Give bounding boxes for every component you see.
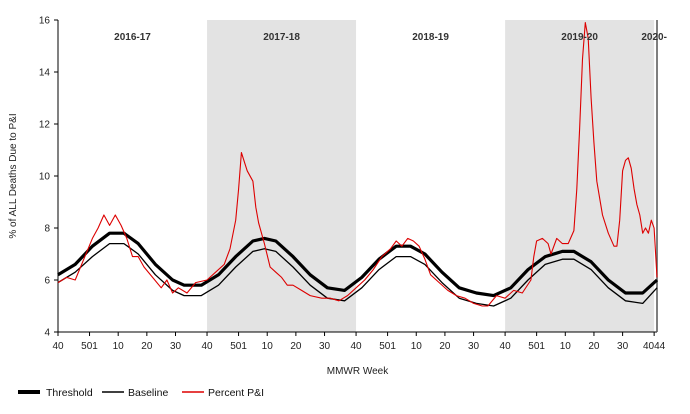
series-percent-p-i <box>57 22 658 307</box>
x-tick-label: 501 <box>81 341 98 352</box>
x-tick-label: 20 <box>290 341 302 352</box>
legend-baseline-label: Baseline <box>128 387 168 399</box>
x-tick-label: 30 <box>617 341 629 352</box>
y-tick-label: 14 <box>39 68 51 79</box>
y-tick-label: 4 <box>44 328 50 339</box>
x-tick-label: 20 <box>141 341 153 352</box>
x-tick-label: 30 <box>319 341 331 352</box>
series-baseline <box>57 242 658 307</box>
x-tick-label: 10 <box>411 341 423 352</box>
x-tick-label: 20 <box>439 341 451 352</box>
x-tick-label: 10 <box>113 341 125 352</box>
y-tick-label: 16 <box>39 16 51 27</box>
season-label: 2020- <box>641 32 667 43</box>
x-tick-label: 501 <box>528 341 545 352</box>
x-tick-label: 40 <box>201 341 213 352</box>
x-tick-label: 501 <box>230 341 247 352</box>
x-tick-label: 4044 <box>643 341 666 352</box>
series-lines <box>57 22 659 307</box>
legend: Threshold Baseline Percent P&I <box>18 387 264 399</box>
x-tick-label: 40 <box>351 341 363 352</box>
season-label: 2016-17 <box>114 32 151 43</box>
x-tick-label: 20 <box>588 341 600 352</box>
y-tick-label: 8 <box>44 224 50 235</box>
x-tick-label: 30 <box>170 341 182 352</box>
y-tick-label: 6 <box>44 276 50 287</box>
x-tick-label: 40 <box>52 341 64 352</box>
y-axis-title: % of ALL Deaths Due to P&I <box>8 113 19 238</box>
y-tick-label: 10 <box>39 172 51 183</box>
season-label: 2018-19 <box>412 32 449 43</box>
season-label: 2017-18 <box>263 32 300 43</box>
y-tick-label: 12 <box>39 120 51 131</box>
x-axis-ticks: 40 501 10 20 30 40 501 10 20 30 40 501 10 20 30 40 501 10… <box>52 332 666 352</box>
season-label: 2019-20 <box>561 32 598 43</box>
x-axis-title: MMWR Week <box>327 366 389 377</box>
x-tick-label: 10 <box>560 341 572 352</box>
season-shading <box>207 20 655 332</box>
legend-percent-pi-label: Percent P&I <box>208 387 264 399</box>
x-tick-label: 40 <box>500 341 512 352</box>
x-tick-label: 10 <box>262 341 274 352</box>
y-axis-ticks: 4 6 8 10 12 14 16 <box>39 16 58 339</box>
legend-threshold-label: Threshold <box>46 387 93 399</box>
series-threshold <box>57 231 659 298</box>
x-tick-label: 501 <box>379 341 396 352</box>
season-labels: 2016-17 2017-18 2018-19 2019-20 2020- <box>114 32 667 43</box>
x-tick-label: 30 <box>468 341 480 352</box>
shaded-season-1 <box>505 20 655 332</box>
shaded-season-0 <box>207 20 357 332</box>
